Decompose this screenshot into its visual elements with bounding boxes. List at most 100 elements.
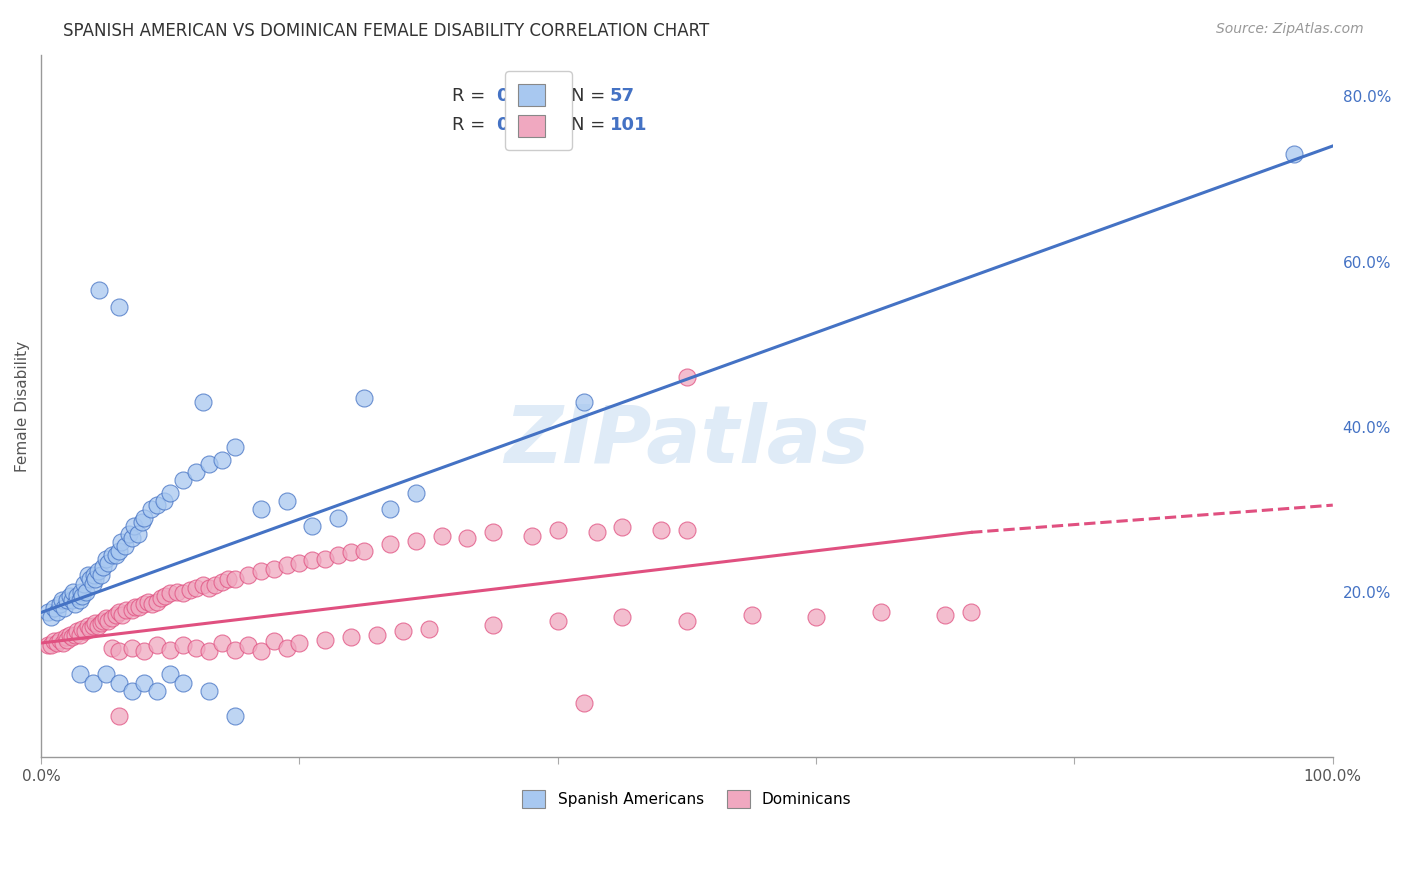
Point bbox=[83, 568, 105, 582]
Point bbox=[249, 564, 271, 578]
Point bbox=[340, 545, 363, 559]
Point bbox=[198, 644, 221, 658]
Point bbox=[82, 576, 104, 591]
Point bbox=[128, 599, 150, 614]
Point bbox=[191, 395, 214, 409]
Point bbox=[353, 543, 375, 558]
Point bbox=[224, 642, 246, 657]
Point bbox=[87, 619, 110, 633]
Point bbox=[72, 622, 94, 636]
Text: SPANISH AMERICAN VS DOMINICAN FEMALE DISABILITY CORRELATION CHART: SPANISH AMERICAN VS DOMINICAN FEMALE DIS… bbox=[63, 22, 710, 40]
Point bbox=[520, 529, 543, 543]
Point bbox=[146, 595, 169, 609]
Point bbox=[60, 630, 83, 644]
Point bbox=[224, 708, 246, 723]
Point bbox=[42, 634, 65, 648]
Point bbox=[159, 667, 181, 681]
Point bbox=[45, 606, 67, 620]
Point bbox=[172, 586, 194, 600]
Point bbox=[97, 556, 120, 570]
Point bbox=[63, 597, 86, 611]
Point bbox=[153, 494, 176, 508]
Text: Source: ZipAtlas.com: Source: ZipAtlas.com bbox=[1216, 22, 1364, 37]
Point bbox=[159, 642, 181, 657]
Point bbox=[146, 639, 169, 653]
Point bbox=[41, 639, 63, 653]
Point bbox=[159, 586, 181, 600]
Point bbox=[107, 675, 129, 690]
Point bbox=[146, 684, 169, 698]
Point bbox=[62, 584, 84, 599]
Point bbox=[179, 583, 201, 598]
Point bbox=[76, 619, 98, 633]
Point bbox=[184, 581, 207, 595]
Point bbox=[124, 599, 146, 614]
Point bbox=[45, 636, 67, 650]
Point bbox=[139, 502, 162, 516]
Point bbox=[69, 628, 91, 642]
Point bbox=[211, 452, 233, 467]
Point bbox=[84, 573, 107, 587]
Point bbox=[51, 593, 73, 607]
Point bbox=[676, 370, 699, 384]
Point bbox=[482, 617, 505, 632]
Point bbox=[184, 465, 207, 479]
Point bbox=[482, 525, 505, 540]
Point bbox=[107, 606, 129, 620]
Point bbox=[55, 630, 77, 644]
Point bbox=[60, 593, 83, 607]
Point bbox=[276, 558, 298, 573]
Point bbox=[94, 551, 117, 566]
Point bbox=[75, 584, 97, 599]
Point bbox=[134, 675, 156, 690]
Point bbox=[49, 632, 72, 647]
Text: N =: N = bbox=[571, 116, 610, 135]
Point bbox=[869, 606, 891, 620]
Point bbox=[134, 597, 156, 611]
Point bbox=[378, 537, 401, 551]
Point bbox=[49, 597, 72, 611]
Point bbox=[56, 632, 79, 647]
Point bbox=[211, 636, 233, 650]
Point bbox=[69, 667, 91, 681]
Point bbox=[217, 573, 239, 587]
Point bbox=[572, 696, 595, 710]
Text: N =: N = bbox=[571, 87, 610, 105]
Point bbox=[70, 584, 93, 599]
Y-axis label: Female Disability: Female Disability bbox=[15, 341, 30, 472]
Point bbox=[58, 589, 80, 603]
Point bbox=[236, 639, 259, 653]
Point bbox=[105, 548, 128, 562]
Point bbox=[89, 616, 111, 631]
Point bbox=[572, 395, 595, 409]
Point bbox=[585, 525, 607, 540]
Point bbox=[211, 574, 233, 589]
Point bbox=[612, 609, 634, 624]
Point bbox=[87, 564, 110, 578]
Point bbox=[676, 614, 699, 628]
Point bbox=[456, 531, 478, 545]
Point bbox=[276, 494, 298, 508]
Point bbox=[89, 284, 111, 298]
Point bbox=[107, 708, 129, 723]
Point bbox=[378, 502, 401, 516]
Point bbox=[101, 640, 124, 655]
Point bbox=[418, 622, 440, 636]
Point bbox=[301, 553, 323, 567]
Point bbox=[66, 589, 89, 603]
Legend: Spanish Americans, Dominicans: Spanish Americans, Dominicans bbox=[515, 782, 859, 816]
Point bbox=[79, 622, 101, 636]
Point bbox=[84, 616, 107, 631]
Point bbox=[136, 595, 159, 609]
Point bbox=[191, 578, 214, 592]
Point bbox=[934, 607, 956, 622]
Point bbox=[804, 609, 827, 624]
Text: 57: 57 bbox=[609, 87, 634, 105]
Point bbox=[82, 675, 104, 690]
Point bbox=[121, 684, 143, 698]
Point bbox=[94, 667, 117, 681]
Text: R =: R = bbox=[451, 87, 491, 105]
Point bbox=[314, 551, 336, 566]
Point bbox=[66, 624, 89, 639]
Point bbox=[146, 498, 169, 512]
